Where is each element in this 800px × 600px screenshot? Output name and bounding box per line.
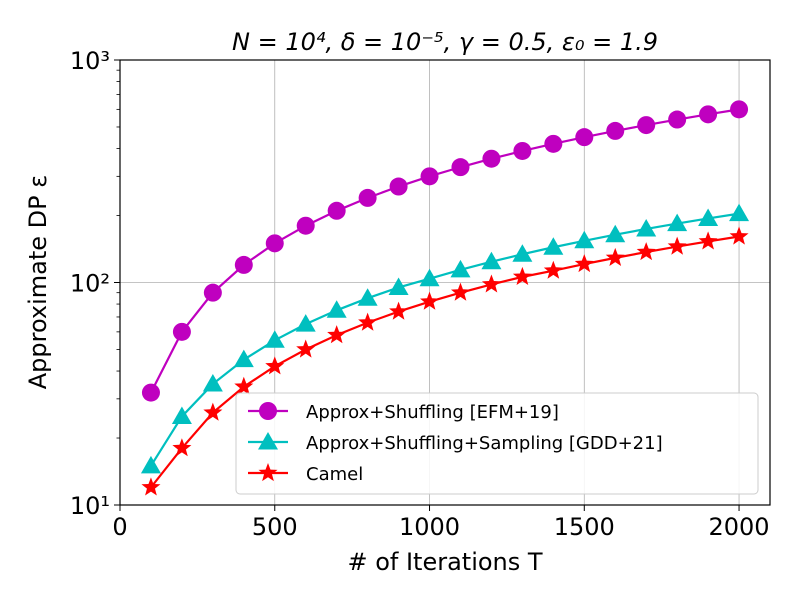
data-point: [543, 237, 564, 255]
data-point: [450, 282, 470, 301]
data-point: [543, 260, 563, 279]
data-point: [141, 383, 160, 402]
x-tick-label: 2000: [709, 513, 770, 541]
data-point: [265, 234, 284, 253]
data-point: [202, 373, 223, 392]
data-point: [172, 438, 192, 457]
x-axis-label: # of Iterations T: [347, 548, 542, 576]
data-point: [667, 236, 687, 255]
data-point: [698, 208, 719, 226]
legend-marker: [259, 402, 277, 420]
data-point: [265, 356, 285, 375]
data-point: [668, 110, 687, 129]
data-point: [451, 158, 470, 177]
data-point: [203, 283, 222, 302]
series-3: [141, 226, 749, 496]
x-tick-label: 500: [252, 513, 298, 541]
data-point: [481, 251, 502, 270]
series-line: [150, 235, 740, 489]
data-point: [326, 300, 347, 318]
data-point: [419, 268, 440, 287]
series-2: [140, 203, 750, 474]
data-point: [512, 266, 532, 285]
data-point: [296, 216, 315, 235]
legend: Approx+Shuffling [EFM+19] Approx+Shufflin…: [235, 392, 759, 495]
data-point: [203, 402, 223, 421]
data-point: [357, 288, 378, 306]
ticks: 0 500 1000 1500 2000 10¹ 10² 10³: [70, 47, 770, 541]
data-point: [481, 274, 501, 293]
series-1: [141, 100, 749, 402]
data-point: [513, 141, 532, 160]
data-point: [729, 203, 750, 222]
data-point: [637, 116, 656, 135]
legend-entry: Camel: [248, 463, 363, 485]
legend-entry: Approx+Shuffling [EFM+19]: [248, 402, 559, 423]
data-point: [140, 455, 161, 474]
data-point: [698, 231, 718, 250]
data-point: [636, 242, 656, 261]
legend-label: Approx+Shuffling [EFM+19]: [306, 402, 559, 423]
data-point: [327, 325, 347, 344]
data-point: [605, 224, 626, 243]
data-point: [327, 201, 346, 220]
data-point: [295, 314, 316, 332]
data-point: [358, 312, 378, 331]
chart-title: N = 10⁴, δ = 10⁻⁵, γ = 0.5, ε₀ = 1.9: [232, 28, 658, 56]
data-point: [388, 277, 409, 295]
legend-label: Camel: [306, 464, 363, 485]
data-point: [544, 134, 563, 153]
data-point: [420, 167, 439, 186]
data-point: [730, 100, 749, 119]
data-point: [482, 149, 501, 168]
data-point: [296, 339, 316, 358]
data-point: [574, 254, 594, 273]
data-point: [575, 128, 594, 147]
data-point: [141, 477, 161, 496]
data-point: [171, 406, 192, 424]
x-tick-label: 1000: [399, 513, 460, 541]
data-point: [172, 322, 191, 341]
data-point: [636, 218, 657, 237]
data-point: [667, 213, 688, 232]
y-tick-label: 10²: [70, 270, 110, 298]
data-point: [264, 330, 285, 348]
x-tick-label: 1500: [554, 513, 615, 541]
data-point: [389, 301, 409, 320]
y-tick-label: 10³: [70, 47, 110, 75]
x-tick-label: 0: [112, 513, 127, 541]
data-point: [420, 291, 440, 310]
data-point: [574, 230, 595, 249]
data-point: [605, 247, 625, 266]
y-tick-label: 10¹: [70, 492, 110, 520]
data-point: [729, 226, 749, 245]
legend-box: [235, 392, 759, 495]
data-point: [233, 349, 254, 368]
legend-label: Approx+Shuffling+Sampling [GDD+21]: [306, 433, 663, 454]
series-layer: [140, 100, 750, 496]
legend-marker: [258, 463, 278, 482]
y-axis-label: Approximate DP ε: [24, 175, 52, 390]
legend-entry: Approx+Shuffling+Sampling [GDD+21]: [248, 432, 663, 454]
data-point: [358, 188, 377, 207]
data-point: [606, 121, 625, 140]
data-point: [450, 259, 471, 278]
data-point: [234, 376, 254, 395]
data-point: [234, 255, 253, 274]
data-point: [389, 177, 408, 196]
data-point: [699, 105, 718, 124]
legend-marker: [258, 432, 278, 450]
data-point: [512, 244, 533, 262]
